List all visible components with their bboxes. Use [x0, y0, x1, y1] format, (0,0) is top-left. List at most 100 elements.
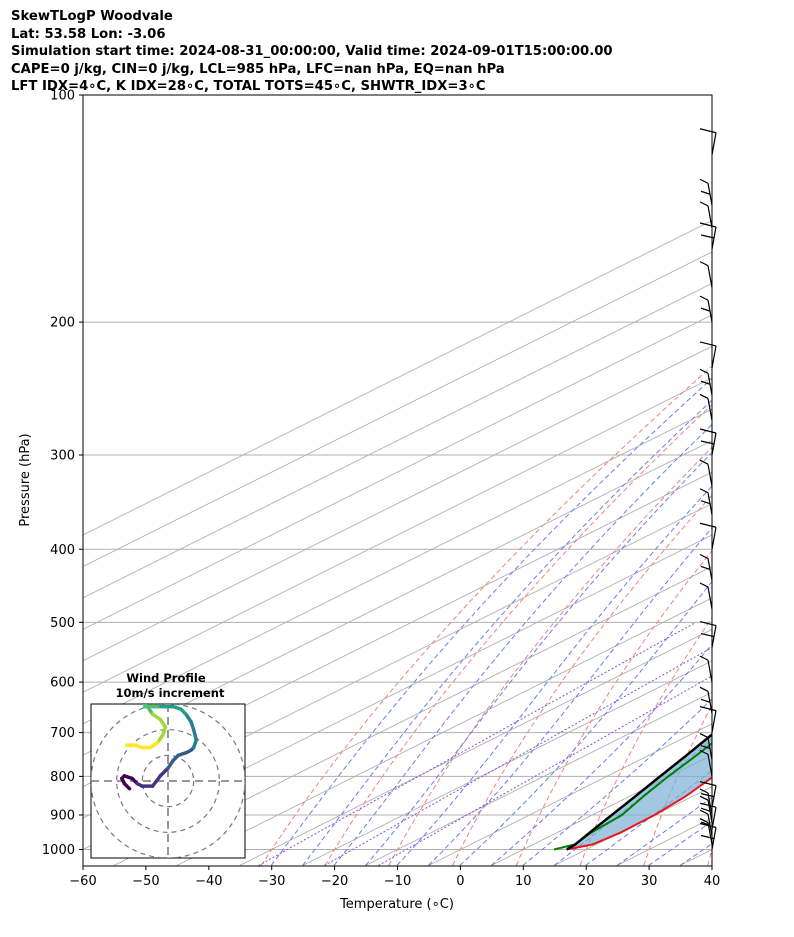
isotherm-gridline — [83, 534, 712, 851]
hodograph-title: Wind Profile — [126, 671, 206, 685]
moist-adiabat — [365, 451, 712, 866]
moist-adiabat — [302, 399, 712, 866]
station-coords: Lat: 53.58 Lon: -3.06 — [11, 26, 166, 42]
wind-barb — [699, 822, 717, 850]
x-tick-label: 30 — [641, 874, 658, 889]
wind-barb — [699, 295, 713, 323]
hodograph-ring — [116, 729, 220, 833]
y-tick-label: 400 — [50, 543, 75, 558]
wind-barb — [699, 788, 713, 816]
dry-adiabat — [707, 847, 712, 866]
moist-adiabat — [522, 698, 712, 866]
isotherm-gridline — [83, 408, 712, 725]
wind-barb — [699, 733, 713, 760]
hodograph-subtitle: 10m/s increment — [116, 686, 225, 700]
wind-barb — [699, 706, 717, 733]
wind-barb — [699, 818, 713, 845]
y-tick-label: 100 — [50, 89, 75, 104]
hodograph-segment — [150, 774, 163, 788]
isotherm-gridline — [554, 786, 712, 866]
dry-adiabat — [579, 616, 712, 866]
wind-barb — [699, 428, 717, 456]
mixing-ratio-line — [378, 675, 712, 866]
moist-adiabat — [553, 738, 712, 866]
instability-indices-1: CAPE=0 j/kg, CIN=0 j/kg, LCL=985 hPa, LF… — [11, 61, 505, 77]
x-tick-label: −50 — [132, 874, 159, 889]
station-title: SkewTLogP Woodvale — [11, 9, 173, 24]
dry-adiabat — [643, 704, 712, 866]
wind-barbs — [699, 128, 717, 866]
dry-adiabat — [260, 365, 712, 866]
isotherm-gridline — [302, 660, 712, 866]
moist-adiabat — [648, 820, 712, 866]
wind-barb — [699, 459, 713, 487]
moist-adiabat — [396, 485, 712, 866]
isotherm-gridline — [239, 628, 712, 866]
isotherm-gridline — [83, 345, 712, 662]
x-tick-label: −40 — [195, 874, 222, 889]
mixing-ratio-line — [324, 646, 712, 866]
wind-barb — [699, 553, 713, 581]
moist-adiabat — [428, 527, 712, 866]
dewpoint-line — [553, 741, 712, 851]
wind-barb — [699, 621, 717, 648]
wind-barb — [699, 393, 713, 421]
y-tick-label: 700 — [50, 726, 75, 741]
wind-barb — [699, 522, 717, 550]
y-tick-label: 500 — [50, 616, 75, 631]
dry-adiabat — [772, 95, 794, 866]
isotherm-gridline — [83, 251, 712, 567]
wind-barb — [699, 261, 713, 288]
parcel-path-line — [566, 732, 712, 851]
x-tick-label: 0 — [456, 874, 464, 889]
moist-adiabat — [459, 580, 712, 866]
x-tick-label: −60 — [69, 874, 96, 889]
isotherm-gridline — [428, 723, 712, 866]
x-tick-label: −10 — [384, 874, 411, 889]
y-tick-label: 600 — [50, 676, 75, 691]
simulation-times: Simulation start time: 2024-08-31_00:00:… — [11, 44, 613, 60]
wind-barb — [699, 686, 713, 714]
instability-indices-2: LFT IDX=4∘C, K IDX=28∘C, TOTAL TOTS=45∘C… — [11, 79, 486, 95]
hodograph-ring — [141, 754, 195, 808]
wind-barb — [699, 795, 713, 823]
y-tick-label: 300 — [50, 448, 75, 463]
dry-adiabat — [388, 446, 712, 866]
axes: −60 −50 −40 −30 −20 −10 0 10 20 30 40 1000 900 800 700… — [42, 89, 720, 890]
wind-barb — [699, 341, 717, 369]
x-tick-label: 20 — [578, 874, 595, 889]
isotherm-gridline — [83, 219, 712, 536]
hodograph-segment — [158, 766, 170, 778]
moist-adiabat — [490, 643, 712, 866]
cape-shaded-area — [566, 734, 712, 850]
wind-barb — [699, 222, 717, 250]
isotherm-gridline — [113, 565, 712, 866]
wind-barb — [699, 749, 713, 777]
temperature-line — [566, 776, 712, 851]
isotherm-gridline — [83, 282, 712, 599]
wind-barb — [699, 128, 717, 155]
isotherm-gridline — [83, 377, 712, 693]
y-axis-label: Pressure (hPa) — [18, 433, 33, 526]
dry-adiabat — [324, 403, 712, 866]
dry-adiabat — [515, 549, 712, 866]
wind-barb — [699, 368, 713, 396]
wind-barb — [699, 781, 717, 808]
y-tick-label: 200 — [50, 316, 75, 331]
chart-header: SkewTLogP Woodvale Lat: 53.58 Lon: -3.06… — [11, 8, 613, 96]
y-tick-label: 1000 — [42, 843, 75, 858]
x-tick-label: −20 — [321, 874, 348, 889]
x-tick-label: 10 — [515, 874, 532, 889]
wind-barb — [699, 809, 713, 837]
wind-barb — [699, 201, 713, 228]
wind-barb — [699, 802, 717, 830]
y-tick-label: 800 — [50, 770, 75, 785]
hodograph-inset: Wind Profile 10m/s increment — [90, 671, 246, 859]
moist-adiabat — [333, 423, 712, 866]
dry-adiabat — [452, 494, 712, 866]
isotherm-gridline — [365, 691, 712, 866]
y-tick-label: 900 — [50, 808, 75, 823]
mixing-ratio-line — [258, 621, 697, 866]
wind-barb — [699, 655, 713, 683]
